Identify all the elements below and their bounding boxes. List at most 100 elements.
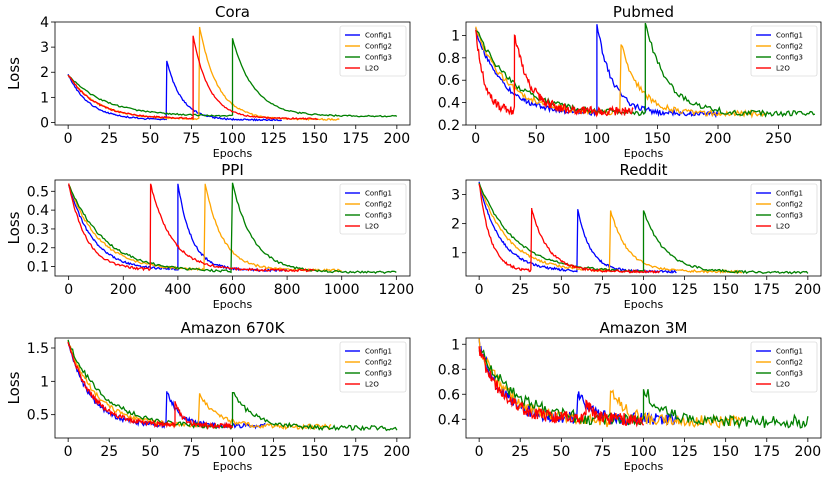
- series-line-config3: [68, 182, 397, 274]
- legend: Config1 Config2 Config3 L2O: [339, 183, 407, 235]
- x-tick-label: 600: [219, 282, 246, 298]
- x-tick-label: 250: [765, 131, 792, 147]
- x-tick-label: 50: [552, 444, 570, 460]
- series-line-config3: [67, 339, 398, 432]
- subplot-pubmed: 0 50 100 150 200 250 0.2 0.4 0.6 0.8 1 Pubmed Epochs…: [438, 3, 822, 160]
- y-tick-label: 0.5: [27, 184, 49, 200]
- legend-label: Config3: [365, 370, 392, 378]
- legend: Config1 Config2 Config3 L2O: [339, 341, 407, 393]
- subplot-title: Amazon 670K: [181, 319, 286, 337]
- legend-label: Config2: [776, 43, 803, 51]
- x-tick-label: 25: [511, 444, 529, 460]
- y-tick-label: 1: [451, 28, 460, 44]
- x-tick-label: 25: [100, 131, 118, 147]
- legend-label: Config2: [776, 201, 803, 209]
- x-tick-label: 200: [383, 444, 410, 460]
- series-group: [478, 338, 809, 430]
- series-line-l2o: [68, 183, 315, 273]
- y-tick-label: 1.5: [27, 341, 49, 357]
- legend-label: L2O: [365, 381, 379, 389]
- legend-label: Config3: [776, 370, 803, 378]
- legend: Config1 Config2 Config3 L2O: [750, 183, 818, 235]
- x-tick-label: 50: [552, 282, 570, 298]
- legend-label: Config3: [365, 212, 392, 220]
- series-group: [67, 339, 398, 432]
- x-axis-label: Epochs: [624, 460, 664, 473]
- y-tick-label: 1: [451, 337, 460, 353]
- legend-label: Config1: [365, 348, 392, 356]
- y-axis-label: Loss: [5, 57, 23, 90]
- y-tick-label: 3: [451, 188, 460, 204]
- series-line-l2o: [67, 341, 234, 431]
- legend-label: Config3: [365, 54, 392, 62]
- x-axis-label: Epochs: [213, 147, 253, 160]
- series-line-config2: [478, 183, 743, 275]
- series-line-l2o: [478, 346, 645, 428]
- y-tick-label: 3: [40, 40, 49, 56]
- series-line-config3: [478, 349, 809, 430]
- y-tick-label: 0.6: [438, 73, 460, 89]
- legend-label: L2O: [776, 65, 790, 73]
- legend-label: Config2: [365, 201, 392, 209]
- subplot-ppi: 0 200 400 600 800 1000 1200 0.1 0.2 0.3 0.4 0.5 PPI E…: [5, 161, 414, 311]
- x-axis-label: Epochs: [624, 147, 664, 160]
- series-group: [68, 182, 397, 274]
- series-line-l2o: [67, 35, 319, 121]
- series-group: [478, 181, 809, 275]
- series-line-config1: [67, 60, 283, 122]
- x-tick-label: 400: [165, 282, 192, 298]
- series-line-config1: [478, 181, 677, 274]
- series-line-l2o: [478, 183, 661, 274]
- series-line-config1: [478, 338, 677, 426]
- x-tick-label: 175: [753, 282, 780, 298]
- x-tick-label: 1200: [379, 282, 415, 298]
- y-tick-label: 0.5: [27, 408, 49, 424]
- y-tick-label: 0.2: [438, 118, 460, 134]
- x-tick-label: 1000: [324, 282, 360, 298]
- x-tick-label: 200: [705, 131, 732, 147]
- subplot-title: PPI: [221, 161, 244, 179]
- x-tick-label: 150: [644, 131, 671, 147]
- x-tick-label: 50: [141, 444, 159, 460]
- y-tick-label: 0.4: [438, 412, 460, 428]
- x-tick-label: 25: [100, 444, 118, 460]
- legend-label: Config3: [776, 212, 803, 220]
- x-tick-label: 175: [753, 444, 780, 460]
- x-tick-label: 125: [671, 444, 698, 460]
- legend-label: Config1: [776, 32, 803, 40]
- x-tick-label: 0: [64, 131, 73, 147]
- legend: Config1 Config2 Config3 L2O: [750, 25, 818, 77]
- series-line-config1: [475, 24, 719, 119]
- x-tick-label: 150: [712, 282, 739, 298]
- subplot-amazon-3m: 0 25 50 75 100 125 150 175 200 0.4 0.6 0.8 1 Amazon 3…: [438, 319, 822, 473]
- x-axis-label: Epochs: [213, 460, 253, 473]
- x-tick-label: 200: [383, 131, 410, 147]
- series-line-config2: [475, 26, 767, 119]
- y-tick-label: 1: [40, 374, 49, 390]
- y-axis-label: Loss: [5, 211, 23, 244]
- series-line-config3: [478, 182, 809, 275]
- y-tick-label: 0.6: [438, 387, 460, 403]
- x-tick-label: 125: [671, 282, 698, 298]
- series-group: [67, 26, 398, 122]
- subplot-title: Amazon 3M: [600, 319, 688, 337]
- series-line-config2: [67, 340, 332, 431]
- x-tick-label: 200: [794, 444, 821, 460]
- legend-label: L2O: [365, 65, 379, 73]
- x-tick-label: 100: [630, 282, 657, 298]
- x-tick-label: 0: [64, 444, 73, 460]
- series-group: [475, 22, 816, 119]
- y-tick-label: 4: [40, 15, 49, 31]
- legend-box: [339, 341, 407, 393]
- series-line-config3: [67, 38, 398, 118]
- legend-label: Config2: [776, 359, 803, 367]
- y-tick-label: 0.8: [438, 362, 460, 378]
- x-tick-label: 0: [475, 282, 484, 298]
- x-tick-label: 100: [219, 444, 246, 460]
- x-tick-label: 0: [471, 131, 480, 147]
- y-tick-label: 1: [451, 246, 460, 262]
- legend-label: L2O: [776, 223, 790, 231]
- y-tick-label: 0.4: [438, 96, 460, 112]
- legend-label: L2O: [365, 223, 379, 231]
- x-tick-label: 50: [141, 131, 159, 147]
